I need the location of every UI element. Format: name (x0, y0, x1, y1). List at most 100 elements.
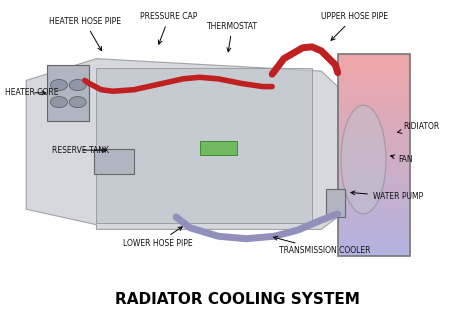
Bar (337, 125, 410, 127)
Bar (337, 226, 410, 228)
Bar (337, 205, 410, 208)
Bar (337, 208, 410, 210)
Bar (337, 223, 410, 226)
Polygon shape (26, 59, 337, 229)
Bar (337, 195, 410, 198)
Text: UPPER HOSE PIPE: UPPER HOSE PIPE (320, 12, 388, 40)
Bar (337, 109, 410, 112)
Bar (337, 203, 410, 205)
Bar (337, 228, 410, 231)
Bar (337, 135, 410, 137)
Bar (337, 57, 410, 59)
Bar (337, 137, 410, 140)
Bar (337, 183, 410, 185)
Bar (337, 210, 410, 213)
Bar (337, 231, 410, 233)
Bar (337, 238, 410, 241)
Bar (337, 200, 410, 203)
Text: TRANSMISSION COOLER: TRANSMISSION COOLER (273, 236, 371, 255)
Bar (337, 67, 410, 69)
Bar (337, 236, 410, 238)
Bar (337, 145, 410, 147)
Bar (337, 77, 410, 79)
Bar (337, 218, 410, 221)
Bar (97, 68, 312, 223)
Bar (337, 69, 410, 72)
Circle shape (51, 79, 67, 91)
Bar (337, 54, 410, 57)
Bar (337, 92, 410, 94)
Text: RESERVE TANK: RESERVE TANK (52, 146, 109, 155)
Bar (337, 122, 410, 125)
Bar (337, 87, 410, 89)
Bar (337, 248, 410, 251)
Bar (337, 190, 410, 193)
Bar (337, 216, 410, 218)
Bar (337, 165, 410, 167)
Bar (337, 162, 410, 165)
Bar (337, 117, 410, 119)
Bar (337, 72, 410, 74)
Bar (337, 59, 410, 62)
Bar (337, 100, 410, 102)
Bar (337, 82, 410, 84)
Bar (337, 188, 410, 190)
Bar (47, 65, 90, 121)
Circle shape (51, 96, 67, 108)
Bar (337, 119, 410, 122)
Bar (337, 84, 410, 87)
Bar (337, 112, 410, 114)
Bar (337, 74, 410, 77)
Bar (337, 185, 410, 188)
Text: RADIATOR COOLING SYSTEM: RADIATOR COOLING SYSTEM (115, 292, 359, 307)
Bar (337, 246, 410, 248)
Bar (337, 213, 410, 216)
Text: HEATER HOSE PIPE: HEATER HOSE PIPE (49, 17, 121, 51)
Bar (337, 94, 410, 97)
Circle shape (69, 79, 86, 91)
Bar (94, 149, 134, 173)
Bar (337, 173, 410, 175)
Bar (337, 221, 410, 223)
Bar (337, 107, 410, 109)
Ellipse shape (341, 105, 386, 214)
Bar (337, 64, 410, 67)
Text: FAN: FAN (391, 155, 413, 164)
Text: HEATER CORE: HEATER CORE (5, 88, 59, 97)
Bar (337, 170, 410, 173)
Bar (337, 198, 410, 200)
Text: RIDIATOR: RIDIATOR (398, 123, 439, 133)
Text: WATER PUMP: WATER PUMP (351, 191, 423, 201)
Bar (337, 147, 410, 150)
Bar (337, 152, 410, 155)
Bar (337, 102, 410, 105)
Bar (337, 155, 410, 157)
Bar (337, 167, 410, 170)
Bar (337, 233, 410, 236)
Bar (337, 241, 410, 243)
Bar (337, 54, 410, 256)
Text: LOWER HOSE PIPE: LOWER HOSE PIPE (123, 227, 192, 248)
Bar (337, 79, 410, 82)
Bar (326, 189, 345, 217)
Bar (337, 178, 410, 180)
Bar (337, 105, 410, 107)
Bar (337, 132, 410, 135)
Bar (337, 180, 410, 183)
Bar (337, 251, 410, 253)
Bar (337, 127, 410, 130)
Bar (337, 160, 410, 162)
Text: THERMOSTAT: THERMOSTAT (207, 22, 258, 52)
Bar (337, 193, 410, 195)
Bar (337, 175, 410, 178)
Circle shape (69, 96, 86, 108)
Bar (337, 243, 410, 246)
Bar (337, 150, 410, 152)
Text: PRESSURE CAP: PRESSURE CAP (140, 12, 198, 44)
Bar (337, 62, 410, 64)
Bar (337, 97, 410, 100)
Bar (200, 141, 237, 155)
Bar (337, 157, 410, 160)
Bar (337, 130, 410, 132)
Bar (337, 142, 410, 145)
